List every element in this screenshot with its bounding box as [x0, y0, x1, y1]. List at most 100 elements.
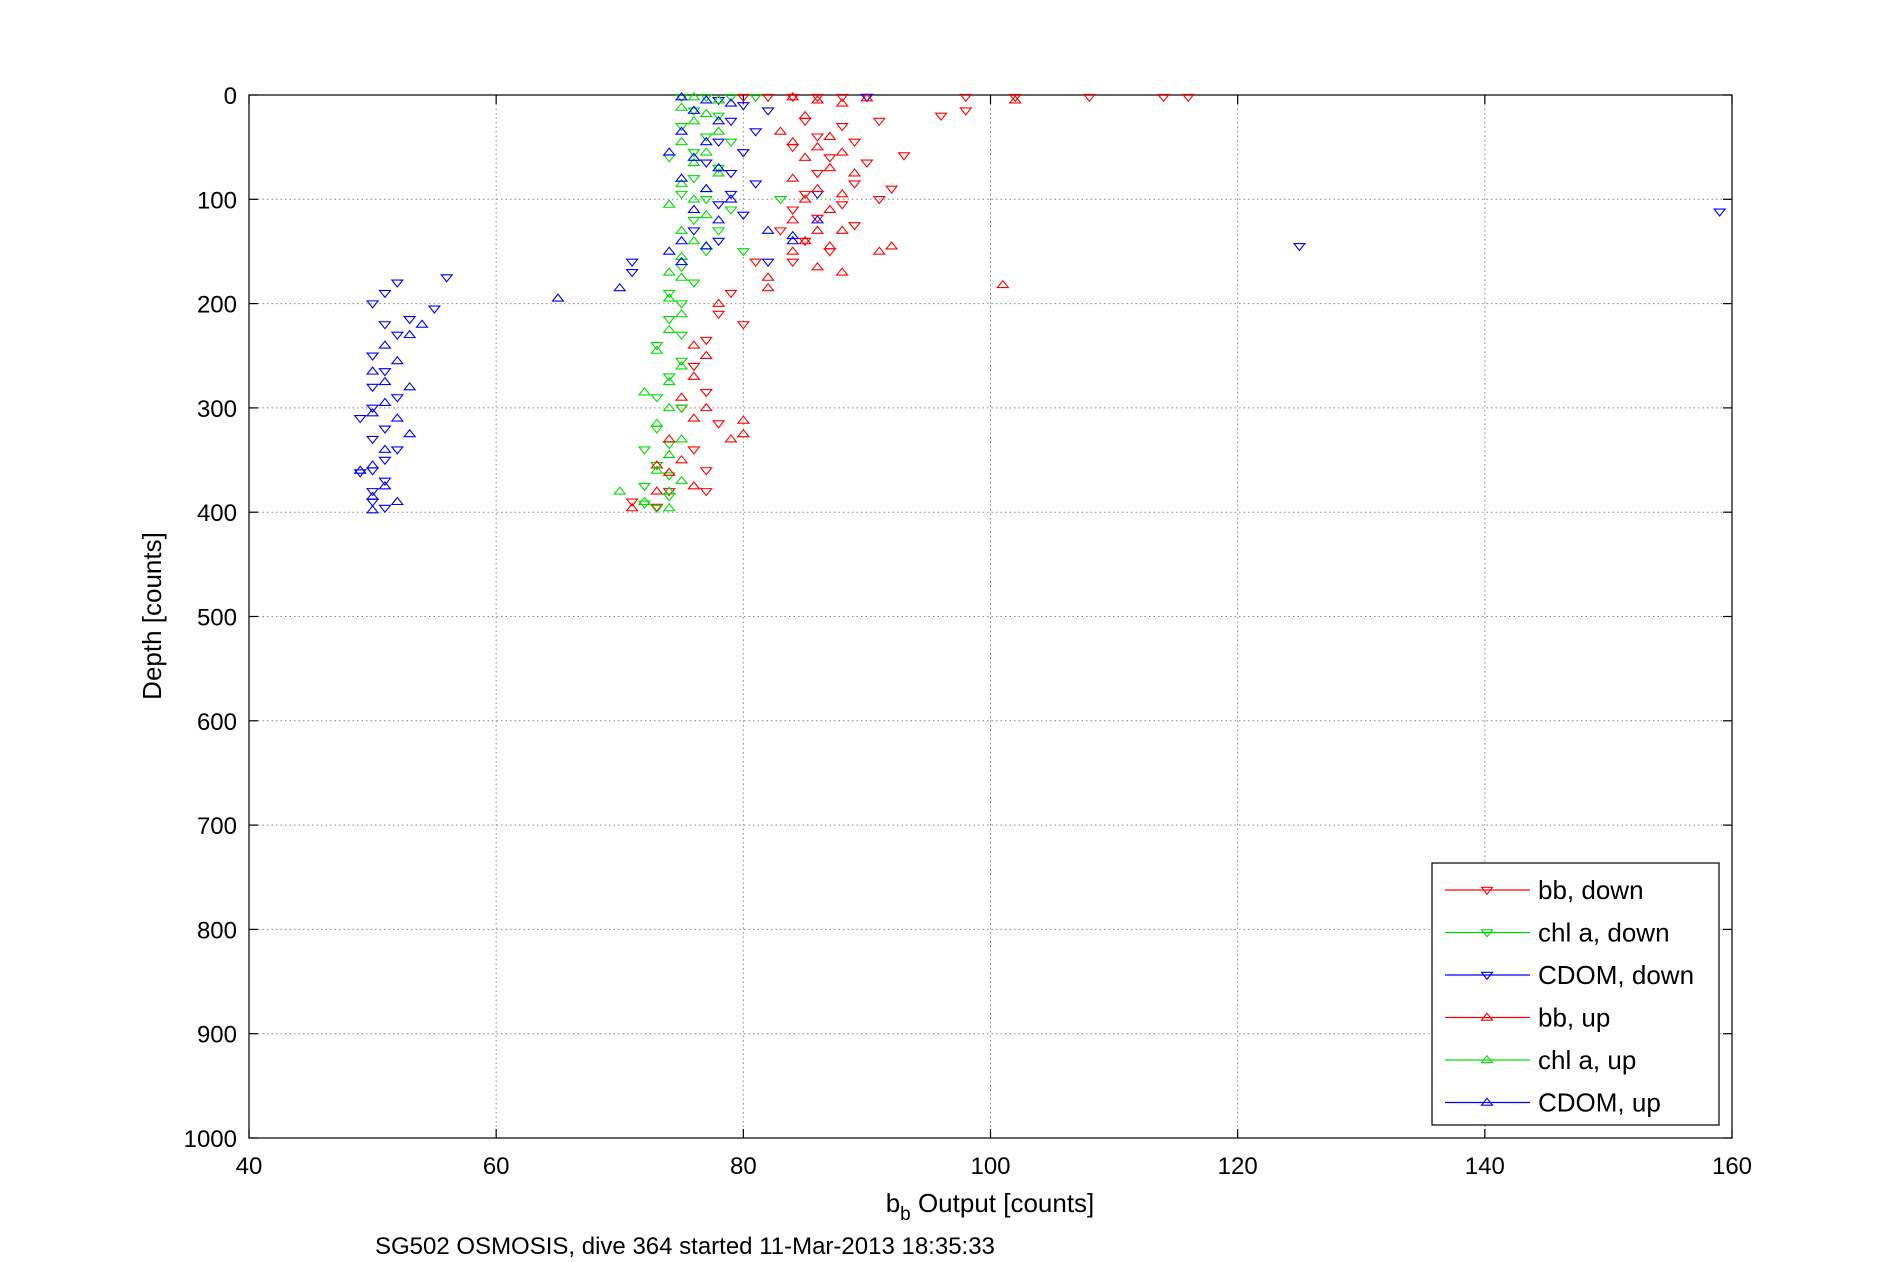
data-point [847, 222, 862, 231]
data-point [674, 263, 689, 273]
data-point [711, 168, 726, 177]
data-point [551, 293, 565, 302]
data-point [724, 138, 738, 148]
data-point [711, 164, 726, 174]
data-point [687, 157, 701, 167]
data-point [674, 91, 689, 101]
data-point [761, 107, 775, 116]
data-point [365, 383, 380, 393]
data-point [934, 112, 948, 121]
data-point [711, 215, 726, 224]
data-point [699, 467, 713, 476]
y-tick-label: 700 [197, 813, 237, 840]
data-point [625, 269, 639, 278]
legend-item: bb, up [1445, 1003, 1610, 1033]
data-point [823, 241, 837, 250]
data-point [699, 183, 713, 193]
x-tick-label: 100 [970, 1153, 1010, 1180]
data-point [403, 428, 417, 438]
data-point [798, 190, 812, 200]
data-point [440, 274, 454, 283]
data-point [390, 279, 404, 288]
data-point [835, 98, 849, 107]
y-tick-label: 500 [197, 605, 237, 632]
data-point [378, 321, 392, 330]
data-point [699, 248, 713, 257]
data-point [674, 404, 689, 413]
data-point [674, 404, 689, 413]
series-4 [613, 91, 726, 512]
data-point [786, 136, 800, 146]
data-point [835, 267, 849, 276]
data-point [662, 376, 676, 386]
x-tick-label: 40 [236, 1153, 263, 1180]
data-point [365, 498, 380, 507]
data-point [662, 246, 676, 255]
legend-items: bb, down chl a, down CDOM, down bb, up chl a… [1445, 875, 1694, 1118]
data-point [687, 152, 701, 161]
data-point [1156, 93, 1171, 103]
series-5 [353, 91, 825, 514]
y-tick-label: 200 [197, 292, 237, 319]
legend-label: CDOM, up [1538, 1088, 1661, 1118]
data-point [365, 404, 380, 413]
data-point [699, 108, 713, 118]
data-point [378, 425, 392, 434]
data-point [711, 126, 726, 135]
data-point [650, 461, 664, 471]
data-point [687, 149, 701, 158]
data-point [674, 123, 689, 132]
legend: bb, down chl a, down CDOM, down bb, up chl a… [1431, 862, 1720, 1126]
y-tick-label: 400 [197, 500, 237, 527]
figure-caption: SG502 OSMOSIS, dive 364 started 11-Mar-2… [375, 1233, 995, 1260]
data-point [786, 206, 800, 215]
legend-item: chl a, up [1445, 1045, 1636, 1075]
x-tick-label: 120 [1218, 1153, 1258, 1180]
data-point [353, 465, 367, 474]
data-point [662, 289, 676, 299]
data-point [823, 248, 837, 257]
data-point [390, 413, 404, 422]
data-point [847, 138, 862, 148]
data-point [810, 95, 825, 104]
data-point [674, 434, 689, 443]
data-point [724, 169, 738, 179]
data-point [662, 315, 676, 325]
x-axis-label: bb Output [counts] [886, 1188, 1095, 1225]
data-point [699, 196, 713, 205]
series-2 [353, 93, 1727, 514]
data-point [687, 216, 701, 226]
data-point [1008, 95, 1022, 104]
data-point [625, 258, 639, 267]
data-point [749, 258, 763, 267]
data-point [650, 418, 664, 427]
data-point [625, 502, 639, 512]
data-point [847, 180, 862, 189]
data-point [798, 110, 812, 120]
legend-marker [1480, 886, 1494, 896]
data-point [711, 310, 726, 320]
data-point [699, 241, 713, 250]
legend-marker [1480, 929, 1494, 938]
data-point [637, 446, 652, 455]
points-layer [353, 91, 1727, 514]
data-point [662, 486, 676, 495]
data-point [724, 434, 738, 443]
data-point [674, 126, 689, 135]
data-point [365, 408, 380, 417]
data-point [761, 93, 775, 103]
data-point [365, 460, 380, 469]
data-point [674, 308, 689, 318]
data-point [810, 142, 825, 151]
x-tick-label: 60 [483, 1153, 510, 1180]
data-point [662, 472, 676, 481]
y-tick-label: 1000 [184, 1126, 237, 1153]
data-point [699, 183, 713, 193]
data-point [390, 446, 404, 455]
data-point [1292, 242, 1307, 252]
data-point [699, 136, 713, 146]
data-point [674, 136, 689, 146]
legend-item: CDOM, up [1445, 1088, 1661, 1118]
data-point [674, 272, 689, 281]
